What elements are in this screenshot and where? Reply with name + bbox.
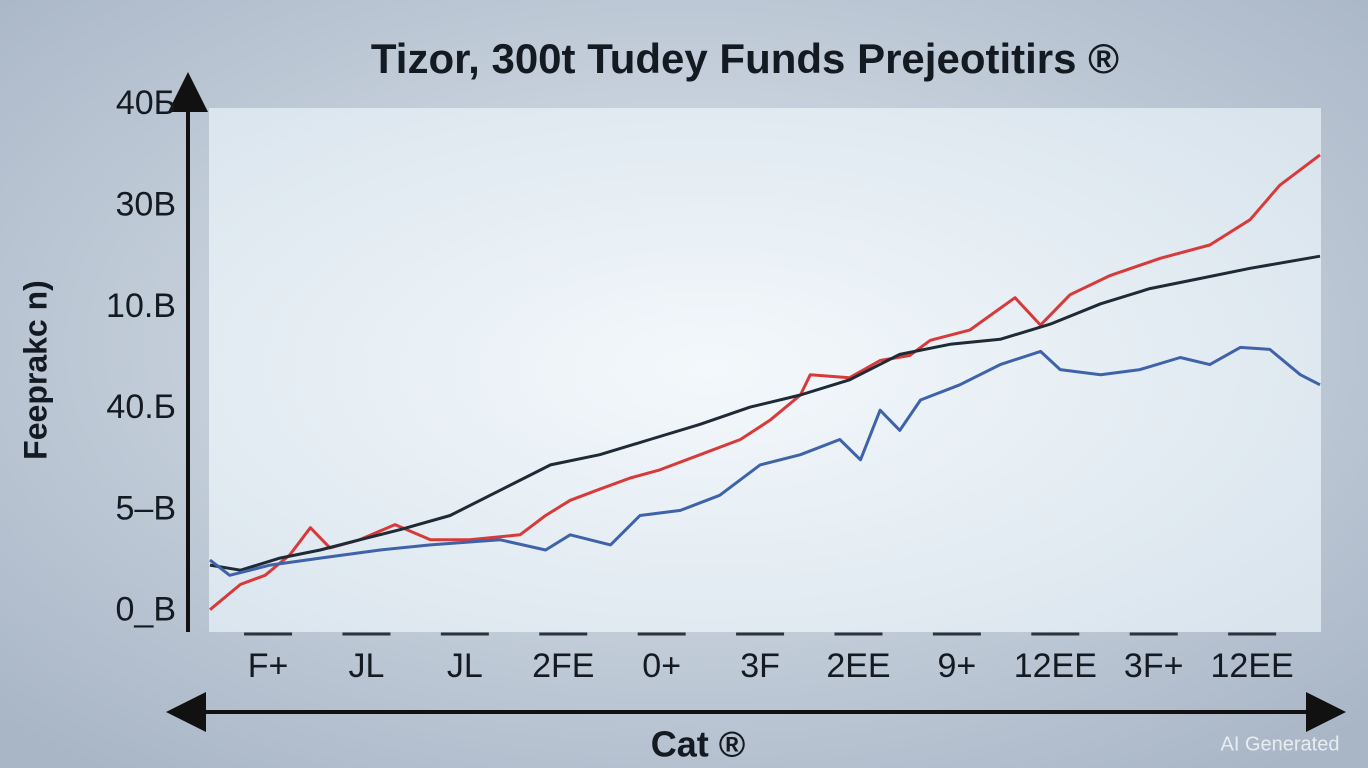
plot-area xyxy=(209,108,1321,632)
series-line xyxy=(209,345,1321,577)
x-tick-label: 12EE xyxy=(1014,647,1097,685)
x-axis-label: Cat ® xyxy=(651,724,746,765)
y-tick-label: 10.B xyxy=(106,287,176,325)
x-tick-label: JL xyxy=(348,647,384,685)
y-tick-label: 30B xyxy=(116,186,177,224)
x-tick-label: 3F xyxy=(740,647,780,685)
y-tick-label: 40.Б xyxy=(106,388,176,426)
y-tick-label: 5–B xyxy=(116,489,177,527)
x-tick-label: 12EE xyxy=(1211,647,1294,685)
x-tick-label: 0+ xyxy=(642,647,681,685)
x-tick-label: F+ xyxy=(248,647,289,685)
y-tick-label: 0_B xyxy=(116,591,177,629)
x-tick-label: 3F+ xyxy=(1124,647,1184,685)
x-tick-label: 2EE xyxy=(826,647,890,685)
x-tick-label: 2FE xyxy=(532,647,594,685)
x-tick-label: 9+ xyxy=(938,647,977,685)
chart-title: Tizor, 300t Tudey Funds Prejeotitirs ® xyxy=(371,35,1119,82)
watermark: AI Generated xyxy=(1221,733,1340,755)
y-axis-label: Feeprakc n) xyxy=(17,280,53,460)
x-tick-label: JL xyxy=(447,647,483,685)
y-tick-label: 40Б xyxy=(116,84,176,122)
series-line xyxy=(209,254,1321,572)
